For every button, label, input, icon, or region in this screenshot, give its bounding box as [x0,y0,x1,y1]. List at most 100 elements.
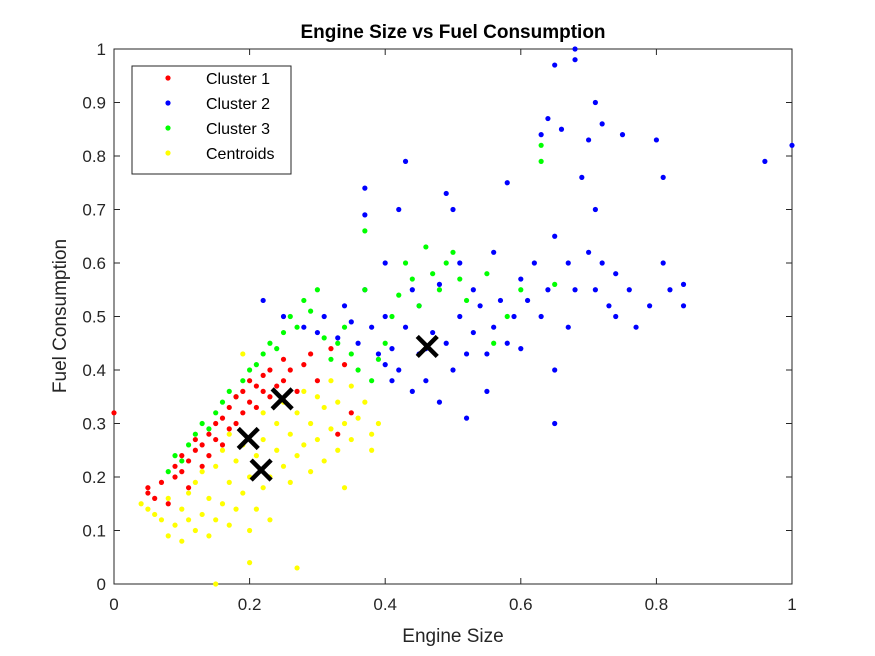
cluster-2-point [572,57,578,63]
centroids-point [274,420,280,427]
cluster-2-point [484,351,490,357]
cluster-3-point [294,324,300,330]
cluster-3-point [192,431,198,437]
cluster-2-point [592,99,598,106]
cluster-2-point [362,212,368,218]
cluster-2-point [382,362,388,368]
cluster-1-point [165,501,171,507]
cluster-2-point [491,249,497,255]
cluster-2-point [619,132,626,138]
centroid-x-stroke [415,334,439,359]
centroids-point [301,442,307,448]
cluster-3-point [491,340,497,346]
centroid-x-stroke [249,458,273,482]
cluster-3-point [375,356,382,362]
y-tick-label: 0.6 [82,254,106,273]
centroids-point [138,501,144,507]
cluster-3-point [450,249,456,255]
cluster-2-point [504,180,510,186]
centroids-point [260,410,266,416]
cluster-1-point [219,442,226,448]
cluster-3-point [199,420,205,427]
y-tick-label: 0.8 [82,147,106,166]
cluster-3-point [206,426,212,432]
centroids-point [253,453,259,459]
y-tick-label: 0.9 [82,94,106,113]
cluster-2-point [335,335,341,341]
cluster-1-point [192,447,198,453]
cluster-2-point [647,303,653,309]
cluster-3-point [382,340,388,346]
cluster-2-point [369,324,375,330]
centroids-point [321,404,327,411]
cluster-2-point [680,303,687,309]
cluster-3-point [355,367,361,373]
centroids-point [294,565,300,571]
cluster-1-point [294,388,300,394]
cluster-2-point [382,260,388,266]
centroids-point [314,436,320,443]
cluster-2-point [402,324,409,330]
centroids-point [199,469,205,475]
cluster-3-point [416,303,422,309]
cluster-2-point [375,351,382,357]
cluster-2-point [443,340,449,346]
centroids-point [369,447,375,453]
cluster-1-point [314,378,320,384]
cluster-2-point [606,303,612,309]
cluster-2-point [436,399,443,405]
cluster-3-point [552,281,558,287]
cluster-1-point [172,463,178,469]
cluster-2-point [558,126,565,132]
centroids-point [314,394,320,400]
centroid-x-stroke [270,387,294,411]
cluster-1-point [179,453,185,459]
cluster-2-point [497,297,504,304]
centroids-point [158,517,165,523]
cluster-1-point [219,415,226,421]
centroids-point [287,431,293,437]
cluster-2-point [362,185,368,191]
x-axis-label: Engine Size [402,626,503,647]
y-tick-label: 0.5 [82,308,106,327]
centroids-point [369,431,375,437]
centroids-point [294,410,300,416]
centroids-point [348,436,354,443]
centroids-point [308,469,314,475]
centroids-point [219,501,226,507]
centroids-point [260,436,266,443]
cluster-2-point [430,329,436,336]
x-tick-label: 0 [109,595,118,614]
centroids-point [213,463,219,469]
cluster-2-point [592,206,598,213]
x-tick-label: 0.2 [238,595,262,614]
centroids-point [213,581,219,587]
cluster-1-point [280,378,287,384]
centroids-point [348,383,354,389]
cluster-2-point [762,158,768,164]
centroids-point [247,560,253,566]
cluster-2-point [599,260,605,266]
cluster-2-point [552,420,558,427]
cluster-3-point [402,260,409,266]
cluster-1-point [226,426,232,432]
cluster-1-point [260,372,266,378]
cluster-1-point [185,458,192,464]
centroid-markers [236,334,439,482]
cluster-3-point [267,340,273,346]
cluster-1-point [199,463,205,469]
cluster-2-point [321,313,327,320]
cluster-3-point [321,335,327,341]
y-tick-label: 0.1 [82,522,106,541]
cluster-2-point [314,329,320,336]
centroids-point [267,517,273,523]
centroids-point [185,517,192,523]
centroids-point [321,458,327,464]
cluster-2-point [538,313,544,320]
cluster-3-point [362,228,368,234]
centroids-point [335,399,341,405]
y-tick-label: 0.3 [82,415,106,434]
centroids-point [308,420,314,427]
cluster-3-point [308,308,314,314]
cluster-2-point [579,174,585,180]
